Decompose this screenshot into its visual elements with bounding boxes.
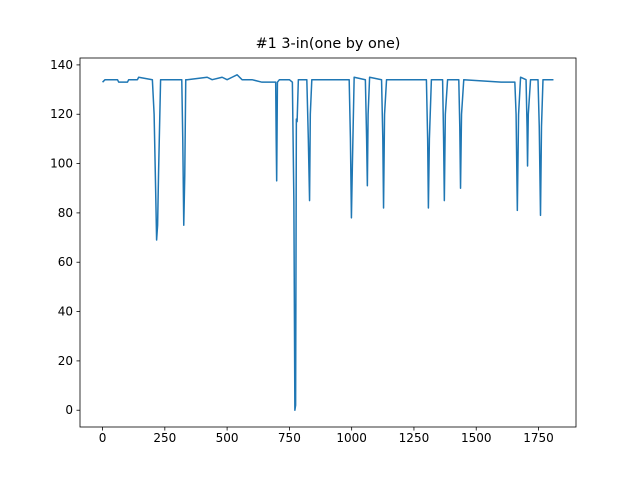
y-tick-label: 60 xyxy=(58,255,73,269)
y-tick-label: 100 xyxy=(50,157,73,171)
x-tick-label: 750 xyxy=(278,431,301,445)
chart-title: #1 3-in(one by one) xyxy=(256,36,401,52)
y-tick-label: 120 xyxy=(50,107,73,121)
line-series xyxy=(102,74,554,411)
x-tick-label: 250 xyxy=(153,431,176,445)
axes-frame xyxy=(79,57,577,428)
x-tick-label: 1250 xyxy=(399,431,430,445)
x-tick-label: 0 xyxy=(99,431,107,445)
y-tick-label: 140 xyxy=(50,58,73,72)
y-tick-label: 80 xyxy=(58,206,73,220)
x-tick-label: 1500 xyxy=(461,431,492,445)
y-tick-label: 40 xyxy=(58,305,73,319)
y-tick-label: 20 xyxy=(58,354,73,368)
x-tick-label: 1750 xyxy=(523,431,554,445)
x-tick-label: 1000 xyxy=(336,431,367,445)
x-tick-label: 500 xyxy=(216,431,239,445)
y-tick-label: 0 xyxy=(65,403,73,417)
